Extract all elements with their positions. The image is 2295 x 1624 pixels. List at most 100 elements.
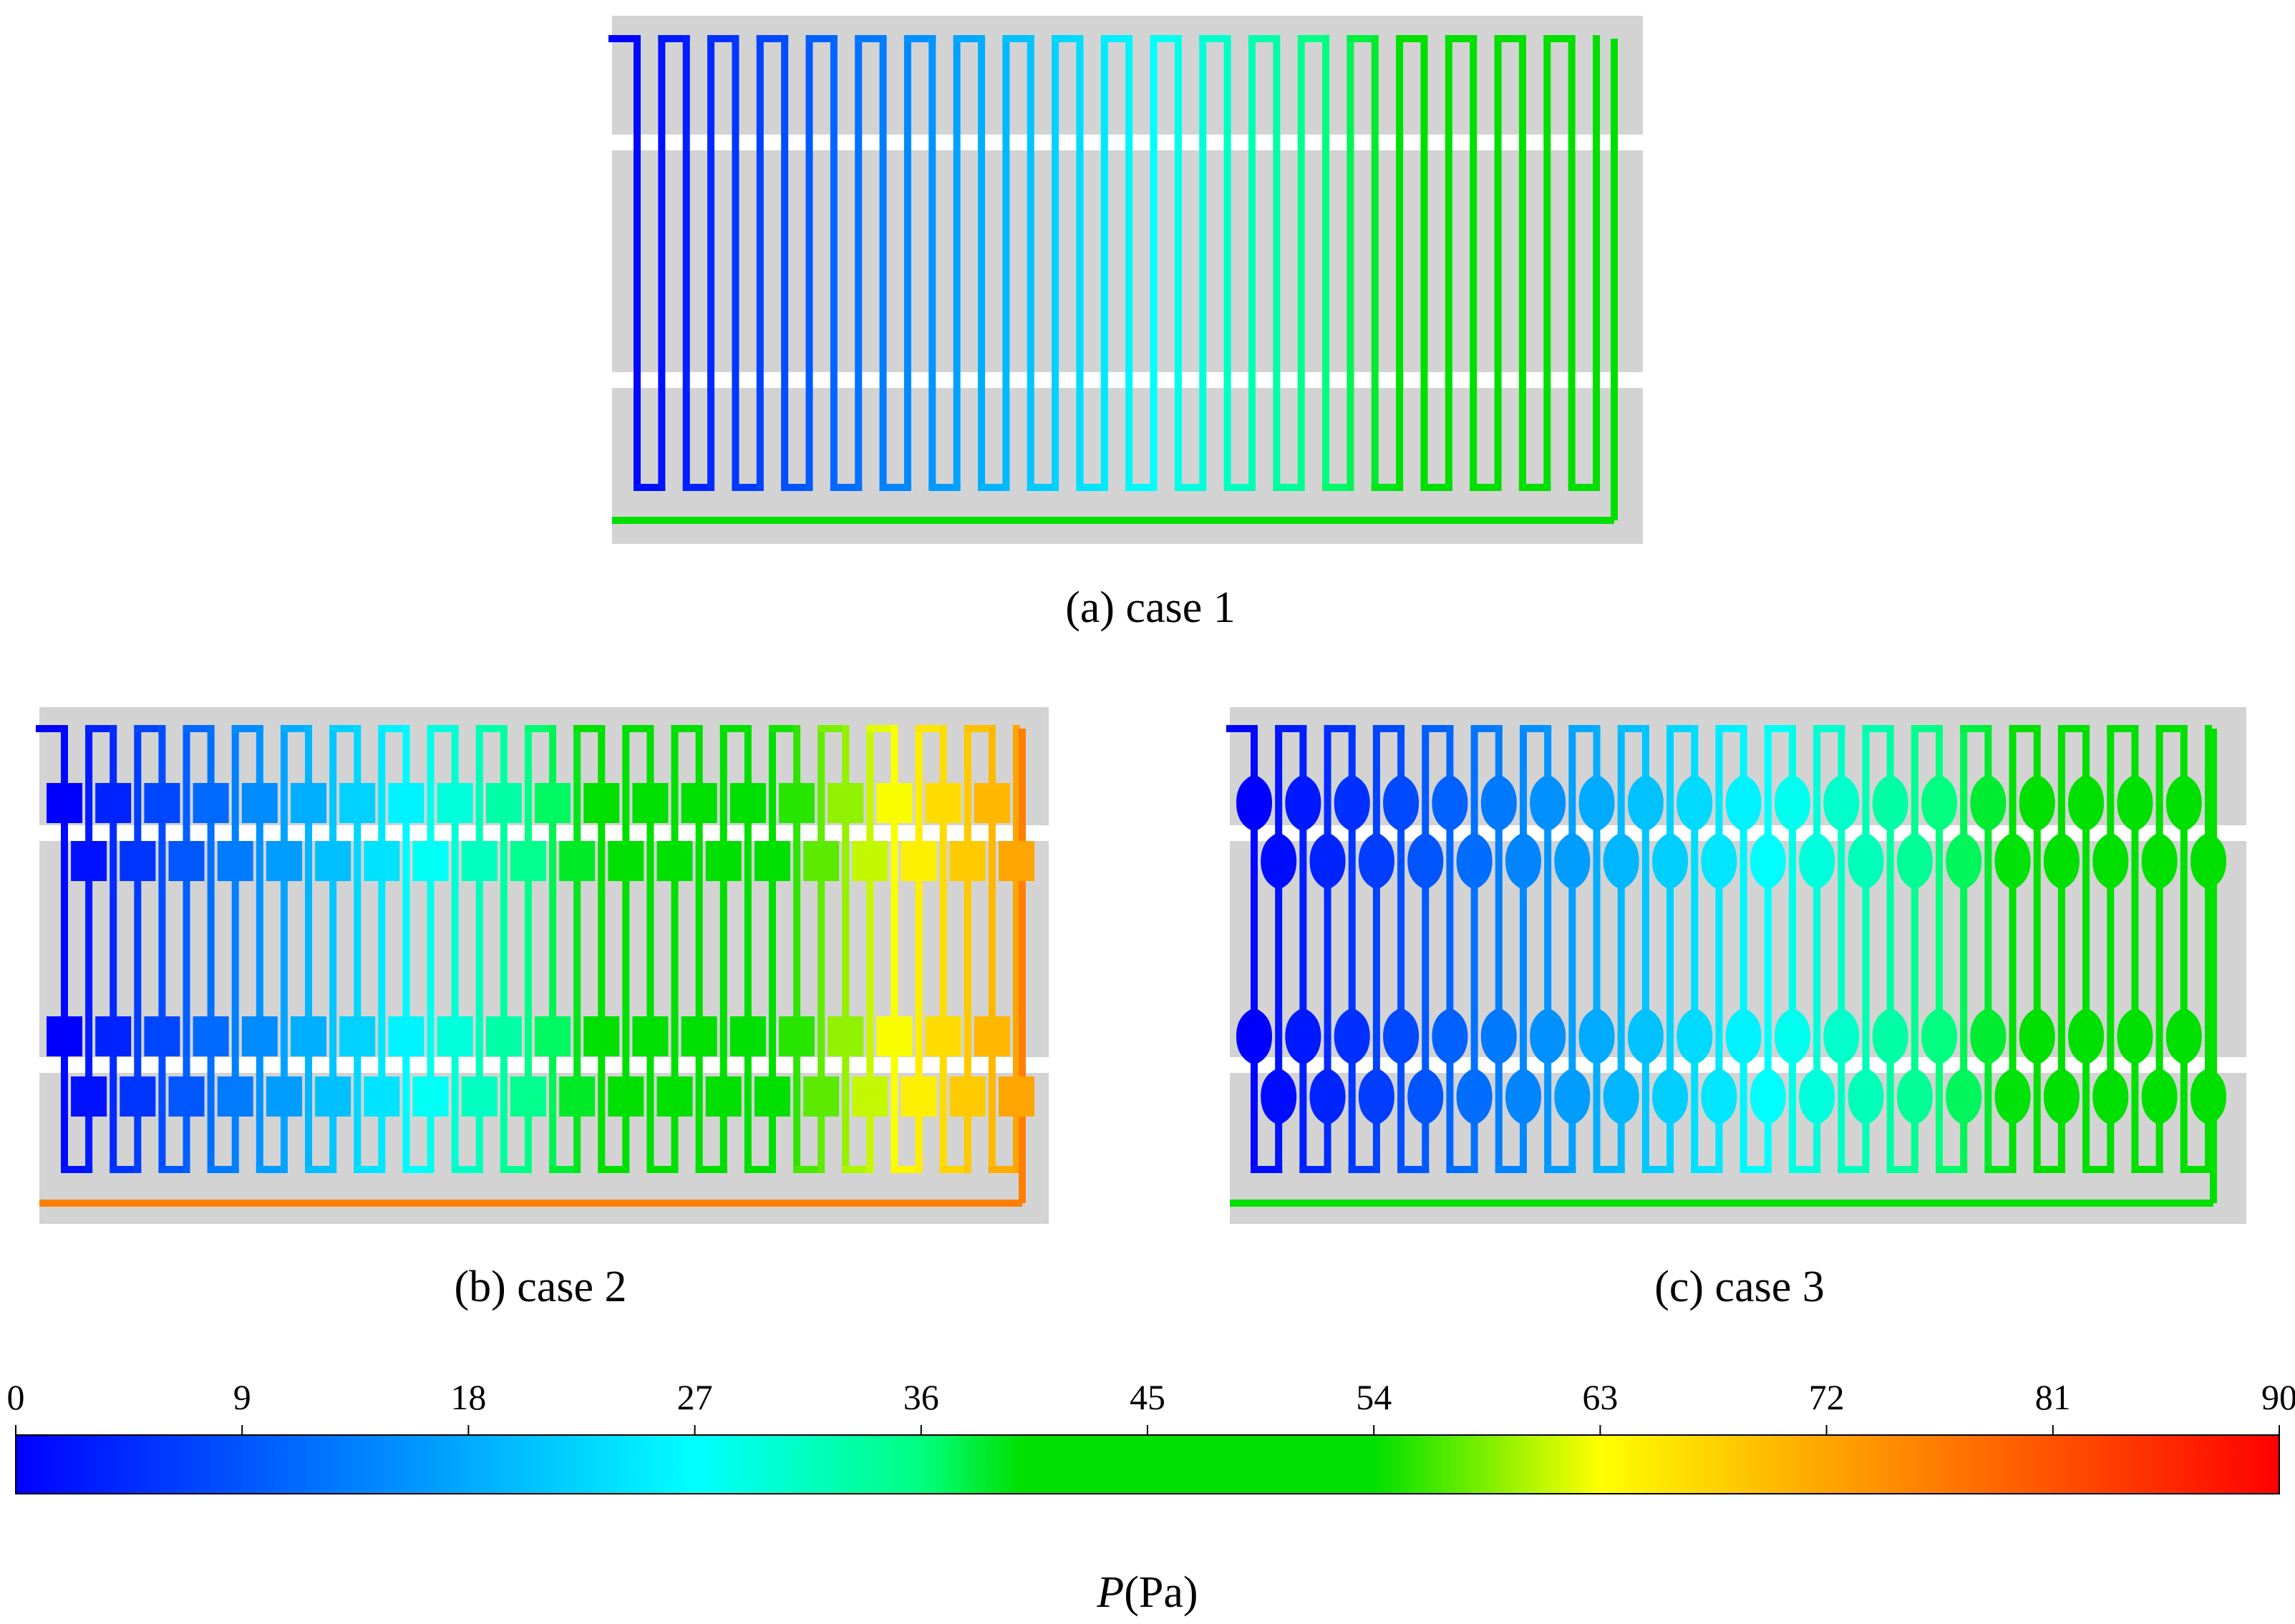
square-chamber bbox=[901, 1076, 937, 1117]
square-chamber bbox=[193, 783, 229, 823]
rounded-chamber bbox=[1725, 774, 1762, 832]
rounded-chamber bbox=[1530, 774, 1566, 832]
square-chamber bbox=[729, 783, 766, 823]
square-chamber bbox=[241, 1016, 278, 1056]
square-chamber bbox=[828, 783, 864, 823]
colorbar-tick-label: 81 bbox=[2035, 1377, 2071, 1417]
square-chamber bbox=[193, 1016, 229, 1056]
rounded-chamber bbox=[1848, 832, 1884, 890]
rounded-chamber bbox=[2165, 1008, 2202, 1065]
rounded-chamber bbox=[1456, 832, 1493, 890]
square-chamber bbox=[461, 841, 498, 881]
rounded-chamber bbox=[1701, 1068, 1737, 1125]
rounded-chamber bbox=[1603, 832, 1639, 890]
square-chamber bbox=[510, 1076, 546, 1117]
square-chamber bbox=[217, 841, 253, 881]
square-chamber bbox=[364, 841, 400, 881]
square-chamber bbox=[95, 783, 132, 823]
square-chamber bbox=[705, 1076, 742, 1117]
rounded-chamber bbox=[2043, 1068, 2080, 1125]
square-chamber bbox=[291, 783, 327, 823]
square-chamber bbox=[803, 841, 840, 881]
square-chamber bbox=[852, 841, 888, 881]
square-chamber bbox=[901, 841, 937, 881]
square-chamber bbox=[241, 783, 278, 823]
square-chamber bbox=[388, 783, 424, 823]
rounded-chamber bbox=[2043, 832, 2080, 890]
rounded-chamber bbox=[1236, 1008, 1272, 1065]
colorbar-tick-label: 72 bbox=[1809, 1377, 1845, 1417]
square-chamber bbox=[437, 1016, 473, 1056]
rounded-chamber bbox=[1480, 774, 1517, 832]
rounded-chamber bbox=[1309, 832, 1346, 890]
square-chamber bbox=[754, 841, 790, 881]
rounded-chamber bbox=[1774, 1008, 1810, 1065]
colorbar-tick-label: 18 bbox=[450, 1377, 486, 1417]
rounded-chamber bbox=[1432, 774, 1468, 832]
square-chamber bbox=[510, 841, 546, 881]
colorbar-gradient bbox=[15, 1434, 2280, 1494]
rounded-chamber bbox=[2141, 832, 2178, 890]
outlet-return-channel bbox=[612, 39, 1618, 524]
rounded-chamber bbox=[1334, 1008, 1370, 1065]
square-chamber bbox=[485, 783, 522, 823]
caption-case-2: (b) case 2 bbox=[455, 1263, 627, 1311]
square-chamber bbox=[656, 841, 693, 881]
square-chamber bbox=[95, 1016, 132, 1056]
square-chamber bbox=[559, 841, 596, 881]
rounded-chamber bbox=[2190, 832, 2226, 890]
square-chamber bbox=[949, 1076, 986, 1117]
square-chamber bbox=[803, 1076, 840, 1117]
panel-case-2 bbox=[36, 707, 1049, 1224]
rounded-chamber bbox=[1946, 1068, 1982, 1125]
square-chamber bbox=[120, 1076, 156, 1117]
square-chamber bbox=[656, 1076, 693, 1117]
rounded-chamber bbox=[2092, 1068, 2129, 1125]
square-chamber bbox=[168, 1076, 205, 1117]
rounded-chamber bbox=[1358, 832, 1394, 890]
rounded-chamber bbox=[2190, 1068, 2226, 1125]
rounded-chamber bbox=[1261, 1068, 1297, 1125]
rounded-chamber bbox=[1994, 832, 2031, 890]
square-chamber bbox=[999, 1076, 1034, 1117]
rounded-chamber bbox=[1896, 1068, 1933, 1125]
square-chamber bbox=[339, 1016, 376, 1056]
colorbar-tick-label: 54 bbox=[1356, 1377, 1392, 1417]
rounded-chamber bbox=[1627, 774, 1664, 832]
rounded-chamber bbox=[2165, 774, 2202, 832]
rounded-chamber bbox=[2141, 1068, 2178, 1125]
square-chamber bbox=[168, 841, 205, 881]
square-chamber bbox=[47, 783, 82, 823]
colorbar-tick-label: 27 bbox=[677, 1377, 713, 1417]
square-chamber bbox=[461, 1076, 498, 1117]
square-chamber bbox=[925, 783, 961, 823]
rounded-chamber bbox=[2117, 774, 2153, 832]
baffle-chambers bbox=[1236, 774, 2226, 1125]
colorbar-title-unit: (Pa) bbox=[1124, 1568, 1198, 1617]
rounded-chamber bbox=[1970, 774, 2007, 832]
square-chamber bbox=[681, 1016, 717, 1056]
rounded-chamber bbox=[1750, 1068, 1786, 1125]
rounded-chamber bbox=[1578, 1008, 1615, 1065]
rounded-chamber bbox=[1334, 774, 1370, 832]
rounded-chamber bbox=[1701, 832, 1737, 890]
rounded-chamber bbox=[1872, 774, 1908, 832]
colorbar-title-symbol: P bbox=[1096, 1568, 1124, 1617]
outlet-return-channel bbox=[1230, 729, 2217, 1207]
rounded-chamber bbox=[2019, 1008, 2055, 1065]
square-chamber bbox=[291, 1016, 327, 1056]
square-chamber bbox=[852, 1076, 888, 1117]
square-chamber bbox=[828, 1016, 864, 1056]
square-chamber bbox=[925, 1016, 961, 1056]
square-chamber bbox=[144, 1016, 180, 1056]
colorbar-tick-label: 45 bbox=[1130, 1377, 1165, 1417]
rounded-chamber bbox=[2092, 832, 2129, 890]
square-chamber bbox=[315, 841, 351, 881]
rounded-chamber bbox=[1921, 1008, 1958, 1065]
baffle-chambers bbox=[47, 783, 1034, 1117]
square-chamber bbox=[583, 783, 620, 823]
square-chamber bbox=[632, 1016, 669, 1056]
square-chamber bbox=[266, 1076, 302, 1117]
rounded-chamber bbox=[1285, 1008, 1321, 1065]
